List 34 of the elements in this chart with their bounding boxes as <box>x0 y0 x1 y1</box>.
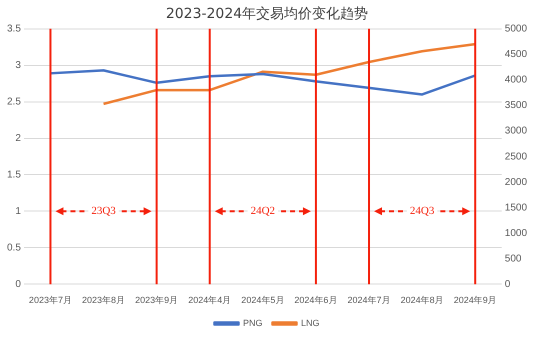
x-tick-label: 2024年5月 <box>241 295 284 306</box>
x-tick-label: 2024年4月 <box>188 295 232 306</box>
x-tick-label: 2023年9月 <box>135 295 178 306</box>
y-tick-label: 1 <box>15 206 22 217</box>
chart-title: 2023-2024年交易均价变化趋势 <box>166 6 368 22</box>
y2-tick-label: 4000 <box>504 74 528 86</box>
legend-label: LNG <box>301 318 320 328</box>
y2-tick-label: 1000 <box>504 228 528 239</box>
y-tick-label: 2.5 <box>6 96 22 108</box>
x-tick-label: 2024年7月 <box>348 295 391 306</box>
x-tick-label: 2023年8月 <box>82 295 126 306</box>
y-tick-label: 3 <box>15 60 22 72</box>
y2-tick-label: 3500 <box>504 100 528 112</box>
y2-tick-label: 1500 <box>504 202 528 214</box>
y-tick-label: 0.5 <box>6 242 22 254</box>
legend-label: PNG <box>242 318 263 328</box>
y2-tick-label: 0 <box>504 278 511 290</box>
annotation: 23Q3 <box>91 205 116 218</box>
y2-tick-label: 3000 <box>504 126 528 137</box>
y2-tick-label: 2500 <box>504 151 528 162</box>
annotation: 24Q3 <box>410 205 435 218</box>
x-tick-label: 2024年6月 <box>294 295 338 306</box>
y-tick-label: 3.5 <box>6 24 22 35</box>
y2-tick-label: 4500 <box>504 49 528 60</box>
x-tick-label: 2024年9月 <box>454 295 497 306</box>
annotation: 24Q2 <box>250 205 276 218</box>
y-tick-label: 2 <box>15 133 22 144</box>
x-tick-label: 2024年8月 <box>400 295 444 306</box>
y-tick-label: 0 <box>15 278 22 290</box>
y2-tick-label: 5000 <box>504 24 528 35</box>
x-tick-label: 2023年7月 <box>28 295 72 306</box>
y2-tick-label: 500 <box>504 253 522 264</box>
y-tick-label: 1.5 <box>6 169 22 180</box>
y2-tick-label: 2000 <box>504 176 528 188</box>
